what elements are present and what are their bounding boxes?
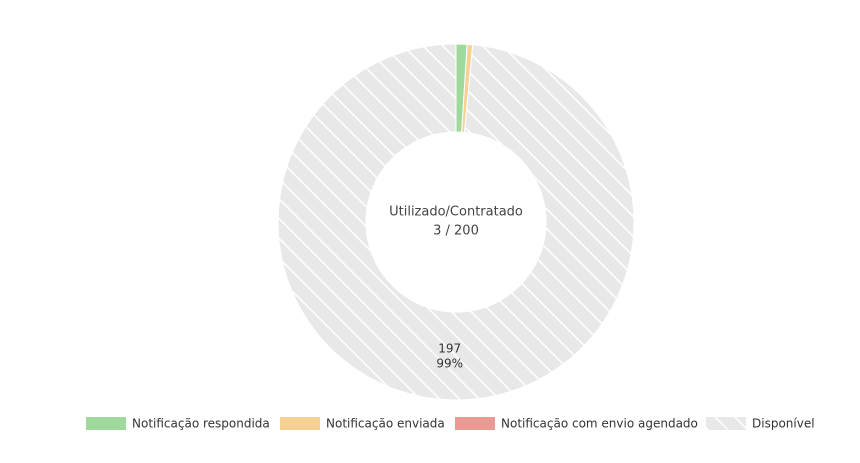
legend-label: Disponível <box>752 417 815 431</box>
legend-label: Notificação com envio agendado <box>501 417 698 431</box>
slice-percent: 99% <box>436 356 463 370</box>
slice <box>277 43 635 401</box>
slice-value: 197 <box>438 341 461 355</box>
legend-label: Notificação enviada <box>326 417 445 431</box>
center-label: Utilizado/Contratado <box>389 205 523 220</box>
legend-swatch <box>280 417 320 430</box>
center-value: 3 / 200 <box>433 224 479 239</box>
legend-swatch <box>455 417 495 430</box>
legend-swatch <box>86 417 126 430</box>
legend-swatch <box>706 417 746 430</box>
legend-label: Notificação respondida <box>132 417 270 431</box>
